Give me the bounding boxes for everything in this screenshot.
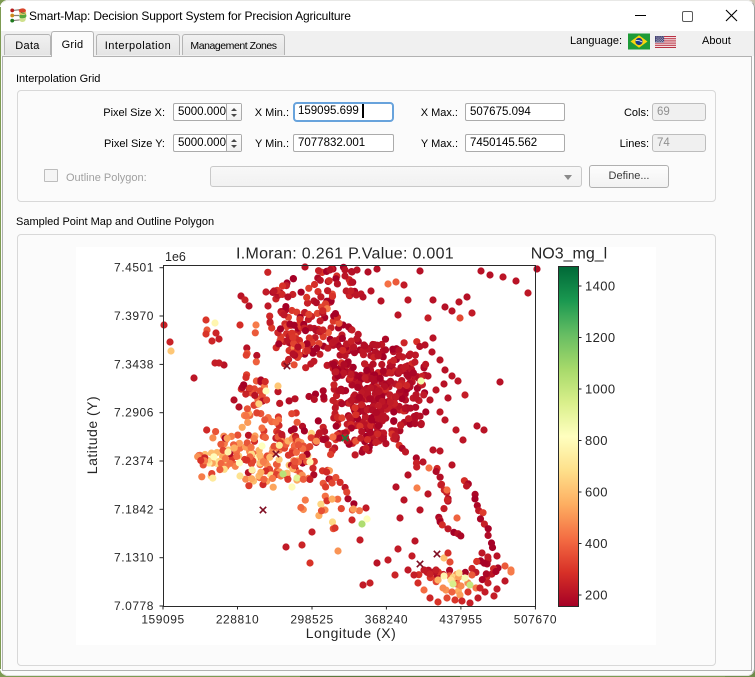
- svg-text:600: 600: [585, 485, 608, 500]
- svg-text:1e6: 1e6: [165, 250, 186, 264]
- svg-text:7.3438: 7.3438: [114, 357, 154, 371]
- svg-text:7.2906: 7.2906: [114, 406, 154, 420]
- svg-text:7.2374: 7.2374: [114, 454, 154, 468]
- svg-text:507670: 507670: [514, 613, 557, 627]
- svg-text:NO3_mg_l: NO3_mg_l: [531, 247, 607, 263]
- svg-text:Longitude (X): Longitude (X): [306, 625, 397, 641]
- svg-text:1000: 1000: [585, 382, 616, 397]
- svg-text:7.1310: 7.1310: [114, 551, 154, 565]
- svg-text:I.Moran: 0.261 P.Value: 0.001: I.Moran: 0.261 P.Value: 0.001: [236, 247, 454, 263]
- svg-text:7.0778: 7.0778: [114, 599, 154, 613]
- svg-text:437955: 437955: [439, 613, 482, 627]
- svg-text:Latitude (Y): Latitude (Y): [84, 396, 100, 474]
- svg-text:1200: 1200: [585, 330, 616, 345]
- svg-text:7.3970: 7.3970: [114, 309, 154, 323]
- svg-text:228810: 228810: [216, 613, 259, 627]
- svg-text:159095: 159095: [141, 613, 184, 627]
- svg-text:400: 400: [585, 536, 608, 551]
- svg-text:7.4501: 7.4501: [114, 261, 154, 275]
- svg-text:368240: 368240: [365, 613, 408, 627]
- svg-text:298525: 298525: [290, 613, 333, 627]
- svg-text:7.1842: 7.1842: [114, 502, 154, 516]
- svg-text:800: 800: [585, 433, 608, 448]
- svg-text:1400: 1400: [585, 279, 616, 294]
- svg-text:200: 200: [585, 588, 608, 603]
